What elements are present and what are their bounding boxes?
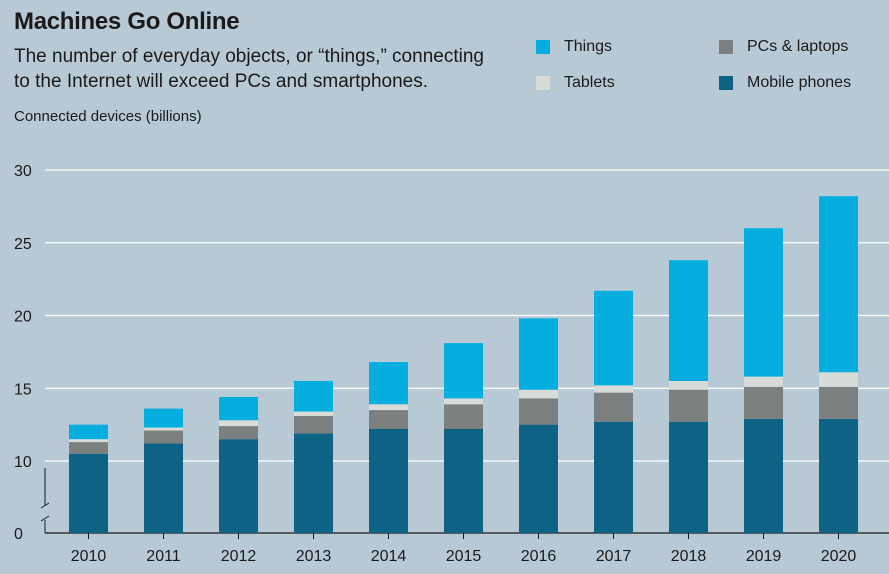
bar-tablets-2014 [369,404,408,411]
bar-pcs-laptops-2010 [69,442,108,454]
axis-break-mark-top [40,502,50,509]
legend-swatch-things [536,40,550,54]
x-tick-label-2017: 2017 [596,548,632,565]
x-tick-label-2018: 2018 [671,548,707,565]
legend-item-things: Things [536,38,612,56]
bar-mobile-phones-2018 [669,421,708,533]
bar-mobile-phones-2010 [69,453,108,533]
x-tick-label-2010: 2010 [71,548,107,565]
bar-tablets-2012 [219,420,258,427]
bar-tablets-2018 [669,380,708,390]
bar-pcs-laptops-2017 [594,392,633,422]
bar-things-2020 [819,196,858,373]
y-tick-label-0: 0 [14,526,23,543]
bar-mobile-phones-2014 [369,428,408,533]
chart-subtitle: The number of everyday objects, or “thin… [14,46,484,92]
x-tick-label-2020: 2020 [821,548,857,565]
bar-mobile-phones-2015 [444,428,483,533]
y-tick-label-20: 20 [14,309,32,326]
x-tick-label-2011: 2011 [146,548,181,565]
bar-things-2018 [669,260,708,381]
bar-mobile-phones-2011 [144,443,183,533]
bar-tablets-2020 [819,372,858,387]
y-tick-label-10: 10 [14,454,32,471]
bar-mobile-phones-2017 [594,421,633,533]
bar-mobile-phones-2012 [219,439,258,533]
legend: Things PCs & laptops Tablets Mobile phon… [536,36,876,100]
bar-mobile-phones-2019 [744,418,783,533]
legend-item-mobile-phones: Mobile phones [719,74,851,92]
x-tick-label-2019: 2019 [746,548,782,565]
bar-things-2017 [594,290,633,386]
bar-pcs-laptops-2014 [369,410,408,429]
bar-tablets-2011 [144,427,183,431]
bar-things-2015 [444,343,483,399]
bar-pcs-laptops-2015 [444,404,483,429]
legend-item-pcs-laptops: PCs & laptops [719,38,848,56]
bar-pcs-laptops-2020 [819,386,858,419]
bar-mobile-phones-2016 [519,424,558,533]
bar-mobile-phones-2013 [294,433,333,533]
x-tick-label-2013: 2013 [296,548,332,565]
chart-title: Machines Go Online [14,8,240,35]
bar-tablets-2017 [594,385,633,393]
bar-pcs-laptops-2018 [669,389,708,422]
bar-tablets-2013 [294,411,333,416]
x-tick-label-2012: 2012 [221,548,257,565]
legend-label-things: Things [564,38,613,55]
legend-swatch-mobile-phones [719,76,733,90]
bar-things-2014 [369,362,408,405]
bar-tablets-2019 [744,376,783,387]
y-tick-label-15: 15 [14,381,32,398]
bar-things-2012 [219,396,258,421]
legend-item-tablets: Tablets [536,74,615,92]
y-tick-label-30: 30 [14,163,32,180]
legend-swatch-pcs-laptops [719,40,733,54]
bar-tablets-2016 [519,389,558,399]
legend-label-mobile-phones: Mobile phones [747,74,852,91]
bar-things-2011 [144,408,183,428]
bar-pcs-laptops-2016 [519,398,558,425]
legend-swatch-tablets [536,76,550,90]
axis-break-mark-bottom [40,515,50,522]
legend-label-pcs-laptops: PCs & laptops [747,38,849,55]
bar-mobile-phones-2020 [819,418,858,533]
x-tick-label-2015: 2015 [446,548,482,565]
bar-things-2010 [69,424,108,440]
legend-label-tablets: Tablets [564,74,615,91]
x-tick-label-2014: 2014 [371,548,407,565]
bar-pcs-laptops-2013 [294,415,333,434]
y-tick-label-25: 25 [14,236,32,253]
bar-things-2016 [519,318,558,390]
bar-pcs-laptops-2012 [219,426,258,440]
bar-tablets-2015 [444,398,483,405]
bar-pcs-laptops-2019 [744,386,783,419]
y-axis-label: Connected devices (billions) [14,108,202,125]
bar-things-2013 [294,380,333,412]
bar-tablets-2010 [69,439,108,443]
x-tick-label-2016: 2016 [521,548,557,565]
bar-things-2019 [744,228,783,377]
bar-pcs-laptops-2011 [144,430,183,444]
